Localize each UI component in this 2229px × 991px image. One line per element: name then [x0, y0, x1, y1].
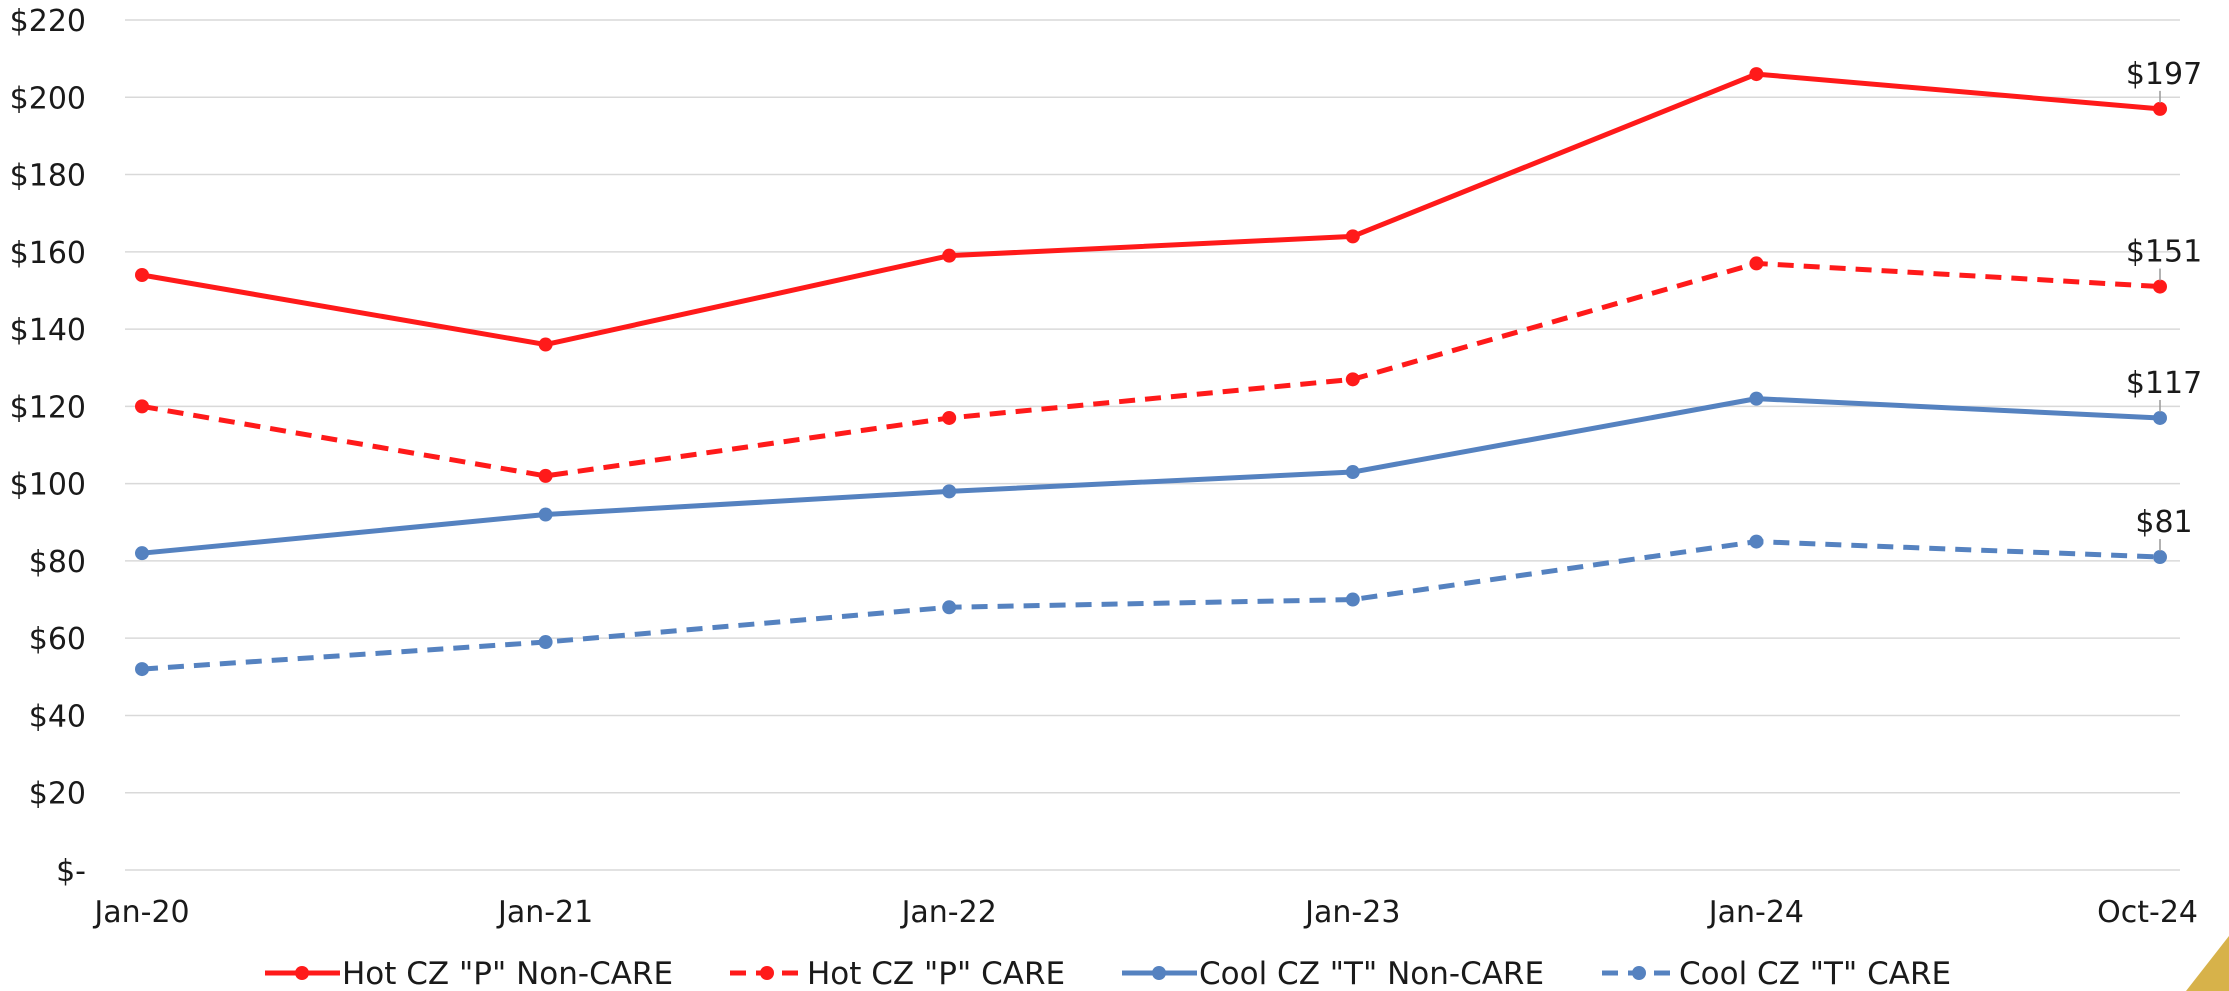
corner-decoration — [2186, 936, 2229, 991]
legend-swatch-marker — [1632, 966, 1646, 980]
x-tick-label: Jan-24 — [1707, 895, 1804, 930]
y-tick-label: $40 — [29, 699, 86, 734]
legend: Hot CZ "P" Non-CARE Hot CZ "P" CARE Cool C… — [265, 956, 1951, 991]
legend-swatch-marker — [295, 966, 309, 980]
data-point — [942, 410, 957, 425]
data-point — [135, 662, 149, 677]
data-point — [538, 337, 553, 352]
data-point — [538, 468, 553, 483]
x-tick-label: Jan-20 — [92, 895, 189, 930]
y-tick-label: $80 — [29, 545, 86, 580]
y-tick-label: $120 — [10, 390, 86, 425]
series-line — [141, 71, 2161, 348]
data-label: $197 — [2126, 57, 2202, 92]
data-point — [2153, 550, 2167, 565]
y-tick-label: $100 — [10, 468, 86, 503]
data-point — [942, 248, 957, 263]
y-tick-label: $220 — [10, 4, 86, 39]
legend-label: Hot CZ "P" Non-CARE — [342, 956, 673, 991]
data-label: $81 — [2135, 505, 2192, 540]
series-lines — [135, 67, 2167, 677]
data-point — [1749, 67, 1764, 82]
legend-label: Hot CZ "P" CARE — [807, 956, 1065, 991]
data-point — [538, 507, 553, 522]
data-point — [2153, 101, 2167, 116]
data-point — [135, 268, 149, 282]
data-point — [1345, 229, 1360, 244]
y-tick-label: $140 — [10, 313, 86, 348]
x-tick-label: Jan-21 — [496, 895, 593, 930]
data-point — [942, 484, 957, 499]
x-tick-label: Oct-24 — [2097, 895, 2198, 930]
data-label: $151 — [2126, 235, 2202, 270]
data-point — [135, 399, 149, 414]
series-line — [141, 260, 2161, 479]
data-point — [2153, 279, 2167, 294]
x-tick-label: Jan-23 — [1303, 895, 1400, 930]
data-point — [1749, 534, 1764, 549]
legend-swatch-marker — [1152, 966, 1166, 980]
y-axis-ticks: $- $20 $40 $60 $80 $100 $120 $140 $160 $180 $200 $2… — [10, 4, 86, 889]
data-point — [538, 635, 553, 650]
gridlines — [125, 19, 2180, 871]
data-point — [942, 600, 957, 615]
end-data-labels: $197 $151 $117 $81 — [2126, 57, 2202, 552]
x-tick-label: Jan-22 — [900, 895, 997, 930]
data-point — [1345, 372, 1360, 387]
legend-label: Cool CZ "T" CARE — [1679, 956, 1951, 991]
data-point — [1749, 391, 1764, 406]
data-point — [1345, 465, 1360, 480]
data-point — [2153, 410, 2167, 425]
y-tick-label: $60 — [29, 622, 86, 657]
legend-label: Cool CZ "T" Non-CARE — [1199, 956, 1544, 991]
legend-swatch-marker — [760, 966, 774, 980]
data-point — [1345, 592, 1360, 607]
y-tick-label: $180 — [10, 159, 86, 194]
y-tick-label: $- — [56, 854, 86, 889]
y-tick-label: $200 — [10, 81, 86, 116]
data-point — [1749, 256, 1764, 271]
y-tick-label: $20 — [29, 777, 86, 812]
y-tick-label: $160 — [10, 236, 86, 271]
data-label: $117 — [2126, 366, 2202, 401]
data-point — [135, 546, 149, 561]
x-axis-ticks: Jan-20 Jan-21 Jan-22 Jan-23 Jan-24 Oct-24 — [92, 895, 2198, 930]
series-line — [141, 396, 2161, 556]
